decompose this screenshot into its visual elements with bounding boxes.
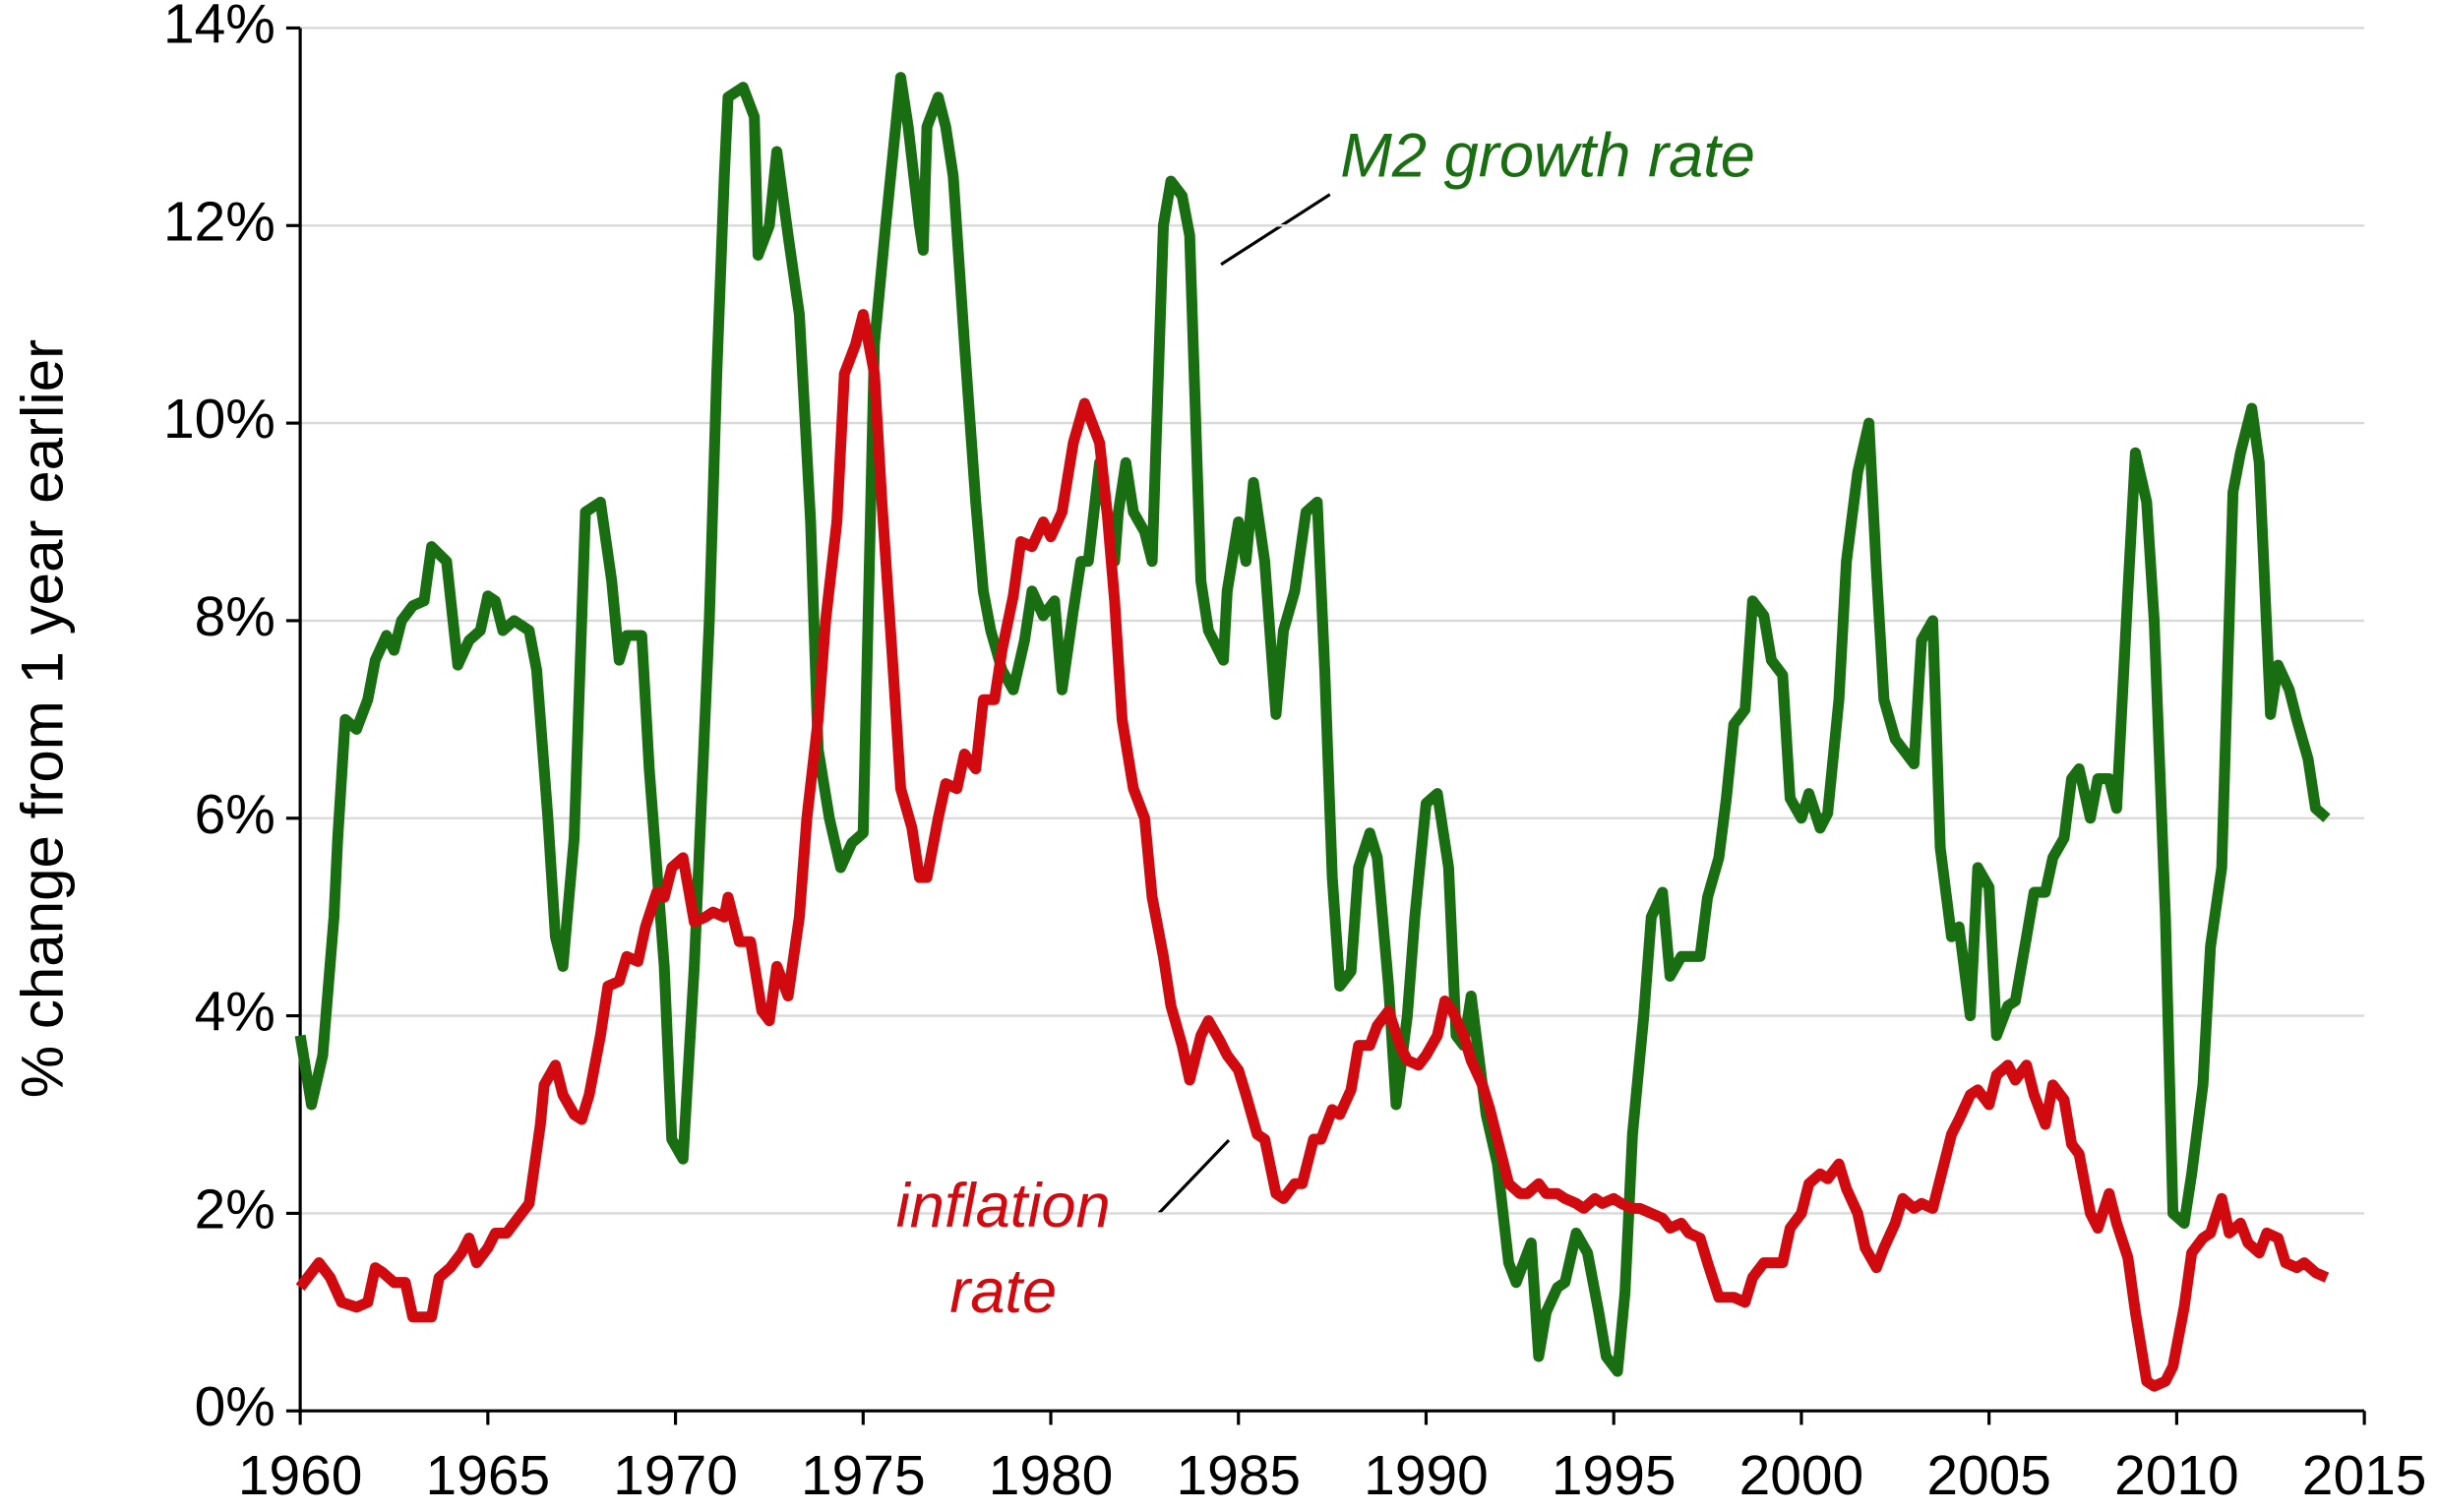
y-axis-label: % change from 1 year earlier xyxy=(9,339,75,1098)
y-tick-label: 2% xyxy=(195,1178,275,1240)
x-tick-label: 1985 xyxy=(1176,1444,1301,1507)
x-tick-label: 1990 xyxy=(1364,1444,1489,1507)
x-tick-label: 1995 xyxy=(1552,1444,1677,1507)
x-tick-label: 2010 xyxy=(2114,1444,2239,1507)
series-label: M2 growth rate xyxy=(1340,122,1755,191)
y-tick-label: 4% xyxy=(195,981,275,1044)
series-label: inflation rate xyxy=(896,1172,1111,1326)
leader-line xyxy=(1157,1138,1231,1215)
x-tick-label: 2000 xyxy=(1739,1444,1864,1507)
series-line xyxy=(294,72,2331,1377)
series-label-line: inflation xyxy=(896,1172,1111,1240)
y-tick-label: 8% xyxy=(195,585,275,648)
x-tick-label: 1975 xyxy=(801,1444,926,1507)
x-tick-label: 2005 xyxy=(1926,1444,2051,1507)
x-tick-label: 1960 xyxy=(238,1444,363,1507)
x-tick-label: 1980 xyxy=(989,1444,1114,1507)
x-tick-label: 1970 xyxy=(613,1444,738,1507)
y-tick-label: 12% xyxy=(163,190,275,253)
series-label-line: rate xyxy=(949,1257,1057,1326)
y-tick-label: 0% xyxy=(195,1375,275,1438)
series-line xyxy=(295,309,2330,1392)
leader-line xyxy=(1220,193,1331,267)
x-tick-label: 1965 xyxy=(426,1444,551,1507)
y-tick-label: 10% xyxy=(163,388,275,451)
x-tick-label: 2015 xyxy=(2302,1444,2427,1507)
y-tick-label: 6% xyxy=(195,783,275,846)
y-tick-label: 14% xyxy=(163,0,275,55)
